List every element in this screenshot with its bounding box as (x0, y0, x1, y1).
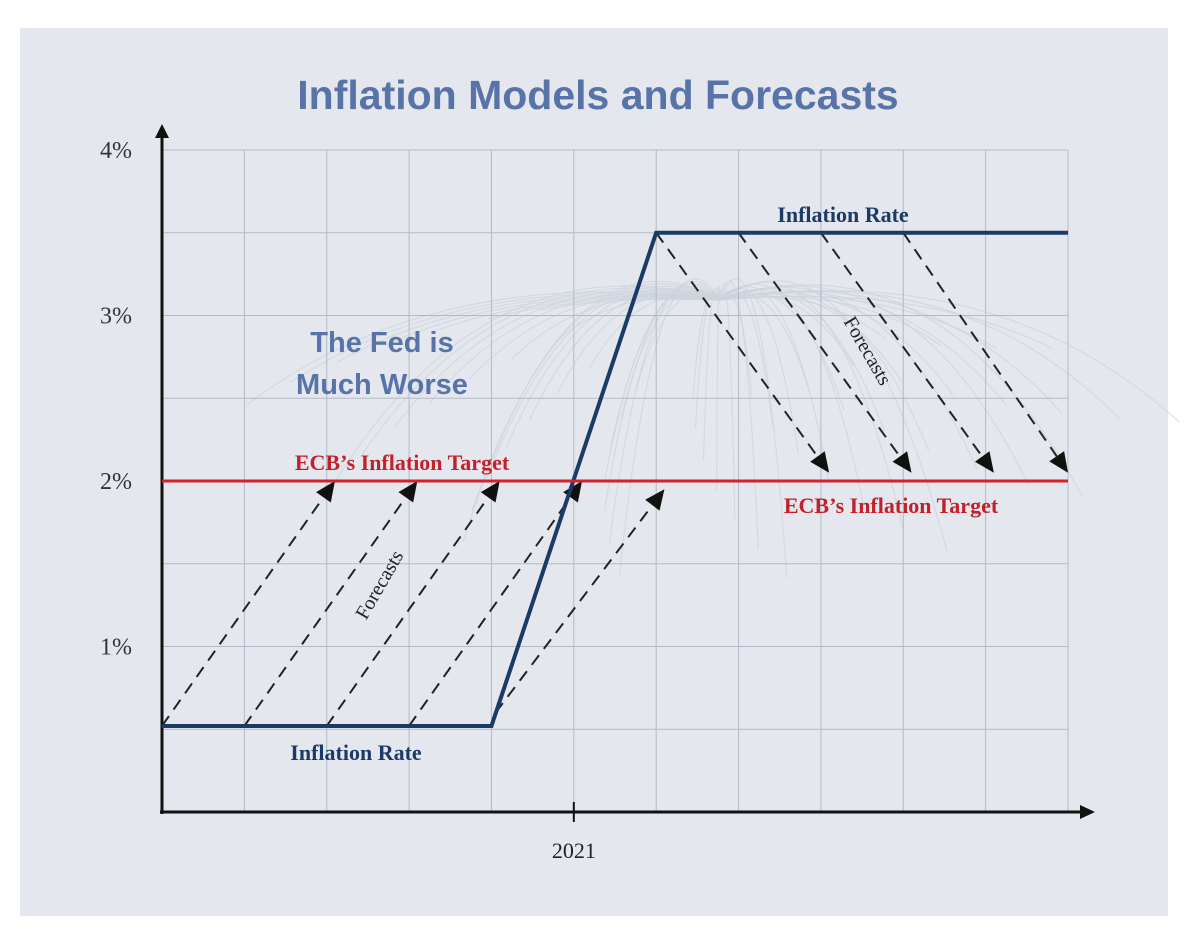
inflation-rate-label-top: Inflation Rate (777, 202, 909, 227)
forecast-arrowhead (316, 481, 335, 503)
forecast-arrows (161, 232, 1068, 727)
forecast-arrow (408, 496, 572, 727)
x-axis-arrowhead (1080, 805, 1095, 819)
forecast-arrow (161, 496, 325, 727)
y-tick-label: 4% (100, 138, 132, 164)
forecasts-label-left: Forecasts (351, 547, 408, 624)
axes (155, 124, 1095, 819)
y-tick-label: 3% (100, 304, 132, 330)
feather-watermark (246, 278, 1180, 579)
forecasts-label-right: Forecasts (839, 313, 896, 390)
forecast-arrow (737, 232, 901, 458)
forecast-arrow (325, 496, 489, 727)
forecast-arrowhead (480, 481, 500, 503)
forecast-arrow (243, 496, 407, 727)
forecast-arrow (655, 232, 819, 458)
forecast-arrowhead (645, 489, 665, 511)
forecast-arrow (494, 504, 654, 714)
chart-title: Inflation Models and Forecasts (297, 72, 899, 118)
forecast-arrowhead (1049, 451, 1068, 473)
y-tick-labels: 1% 2% 3% 4% (100, 138, 132, 661)
forecast-arrowhead (398, 481, 418, 503)
inflation-rate-label-bottom: Inflation Rate (290, 740, 422, 765)
callout-text: The Fed is Much Worse (262, 322, 502, 406)
forecast-arrowhead (892, 451, 912, 473)
x-tick-label: 2021 (552, 838, 596, 863)
forecast-arrowhead (563, 481, 583, 503)
callout-line-2: Much Worse (296, 369, 468, 401)
y-axis-arrowhead (155, 124, 169, 138)
forecast-arrowhead (810, 451, 830, 473)
y-tick-label: 2% (100, 469, 132, 495)
x-tick-labels: 2021 (552, 802, 596, 863)
inflation-rate-line (162, 230, 1068, 728)
forecast-arrowhead (974, 451, 994, 473)
series-lines (162, 230, 1068, 728)
y-tick-label: 1% (100, 635, 132, 661)
callout-line-1: The Fed is (310, 327, 454, 359)
ecb-target-label-lower: ECB’s Inflation Target (784, 493, 999, 518)
forecast-arrow (820, 232, 983, 458)
ecb-target-label-upper: ECB’s Inflation Target (295, 450, 510, 475)
chart-panel (20, 28, 1168, 916)
forecast-arrow (902, 232, 1058, 457)
